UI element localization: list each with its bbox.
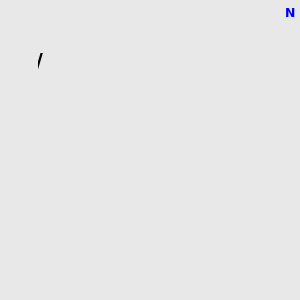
Text: N: N: [285, 7, 296, 20]
